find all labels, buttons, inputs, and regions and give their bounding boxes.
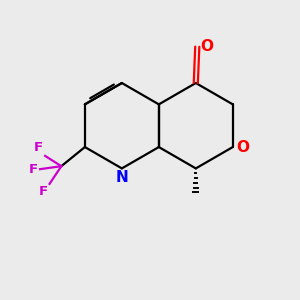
Text: O: O	[236, 140, 249, 154]
Text: N: N	[116, 170, 128, 185]
Text: F: F	[28, 163, 38, 176]
Text: F: F	[39, 185, 48, 198]
Text: F: F	[34, 141, 43, 154]
Text: O: O	[200, 39, 213, 54]
